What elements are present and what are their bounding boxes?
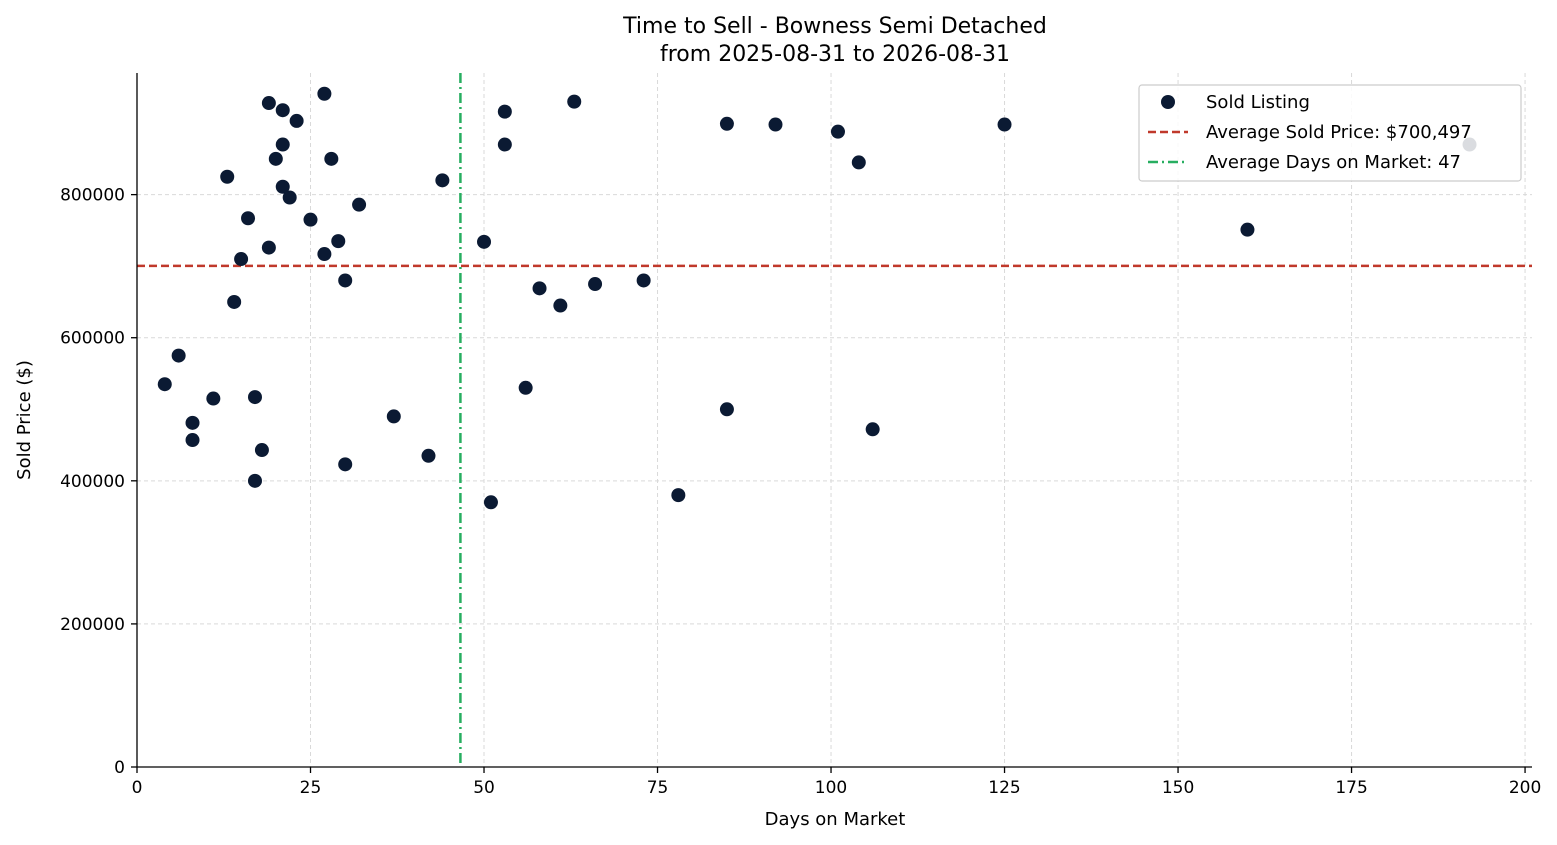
data-point [671, 488, 686, 503]
legend-point-marker [1161, 95, 1175, 109]
data-point [282, 190, 297, 205]
y-tick-label: 0 [114, 758, 125, 778]
data-point [331, 234, 346, 249]
data-point [268, 151, 283, 166]
x-tick-label: 75 [647, 778, 669, 798]
data-point [865, 422, 880, 437]
data-point [636, 273, 651, 288]
data-point [338, 273, 353, 288]
data-point [157, 377, 172, 392]
x-tick-label: 0 [132, 778, 143, 798]
x-axis-label: Days on Market [765, 809, 906, 830]
data-point [275, 103, 290, 118]
legend-label-avg-days: Average Days on Market: 47 [1206, 152, 1461, 173]
data-point [518, 380, 533, 395]
data-point [317, 86, 332, 101]
data-point [261, 96, 276, 111]
data-point [483, 495, 498, 510]
data-point [830, 124, 845, 139]
data-point [567, 94, 582, 109]
data-point [247, 473, 262, 488]
y-tick-label: 400000 [60, 472, 125, 492]
data-point [851, 155, 866, 170]
legend-label-avg-price: Average Sold Price: $700,497 [1206, 122, 1472, 143]
data-point [227, 294, 242, 309]
y-tick-label: 200000 [60, 615, 125, 635]
chart-title-line1: Time to Sell - Bowness Semi Detached [622, 14, 1047, 39]
data-point [303, 212, 318, 227]
data-point [435, 173, 450, 188]
chart-title-line2: from 2025-08-31 to 2026-08-31 [660, 42, 1010, 67]
data-point [317, 247, 332, 262]
x-tick-label: 150 [1162, 778, 1194, 798]
data-point [247, 390, 262, 405]
data-point [352, 197, 367, 212]
x-tick-label: 100 [815, 778, 847, 798]
data-point [275, 179, 290, 194]
x-tick-label: 50 [473, 778, 495, 798]
legend-label-points: Sold Listing [1206, 92, 1310, 113]
data-point [497, 104, 512, 119]
data-point [185, 433, 200, 448]
data-point [338, 457, 353, 472]
data-point [261, 240, 276, 255]
data-point [206, 391, 221, 406]
data-point [1240, 222, 1255, 237]
axis-ticks: 0 25 50 75 100 125 150 175 200 0 200000 400000 60000… [60, 186, 1541, 798]
data-point [768, 117, 783, 132]
legend: Sold Listing Average Sold Price: $700,49… [1138, 84, 1522, 182]
x-tick-label: 175 [1335, 778, 1367, 798]
x-tick-label: 200 [1509, 778, 1541, 798]
data-point [254, 443, 269, 458]
data-point [553, 298, 568, 313]
reference-lines [137, 73, 1532, 767]
data-point [171, 348, 186, 363]
data-point [234, 252, 249, 267]
data-point [532, 281, 547, 296]
data-point [497, 137, 512, 152]
legend-box [1138, 84, 1522, 182]
data-point [324, 151, 339, 166]
data-point [386, 409, 401, 424]
data-point [588, 277, 603, 292]
data-point [220, 169, 235, 184]
data-point [719, 402, 734, 417]
y-axis-label: Sold Price ($) [14, 360, 35, 480]
data-point [421, 448, 436, 463]
data-point [719, 116, 734, 131]
data-point [275, 137, 290, 152]
data-point [289, 113, 304, 128]
y-tick-label: 800000 [60, 186, 125, 206]
x-tick-label: 25 [300, 778, 322, 798]
data-point [185, 415, 200, 430]
data-point [241, 211, 256, 226]
y-tick-label: 600000 [60, 329, 125, 349]
data-point [997, 117, 1012, 132]
data-point [477, 234, 492, 249]
x-tick-label: 125 [988, 778, 1020, 798]
